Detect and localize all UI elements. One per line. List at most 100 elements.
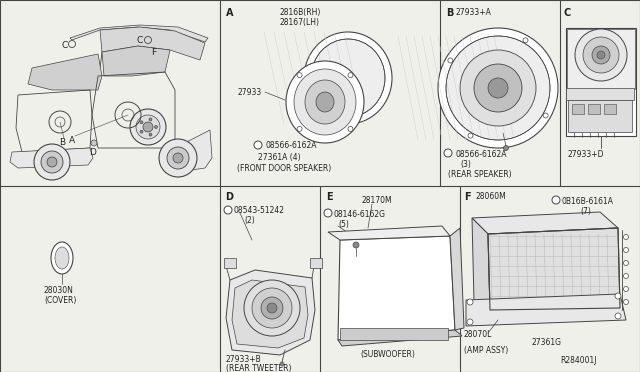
Text: C: C <box>564 8 572 18</box>
Circle shape <box>244 280 300 336</box>
Polygon shape <box>100 27 205 60</box>
Ellipse shape <box>286 61 364 143</box>
Circle shape <box>623 234 628 240</box>
Polygon shape <box>10 148 93 168</box>
Ellipse shape <box>311 39 385 117</box>
Ellipse shape <box>316 92 334 112</box>
Text: C: C <box>137 36 143 45</box>
Circle shape <box>267 303 277 313</box>
Ellipse shape <box>304 32 392 124</box>
Circle shape <box>353 242 359 248</box>
Bar <box>567 29 635 89</box>
Circle shape <box>438 28 558 148</box>
Text: R284001J: R284001J <box>560 356 596 365</box>
Text: F: F <box>464 192 470 202</box>
Circle shape <box>143 122 153 132</box>
Text: S: S <box>554 196 557 202</box>
Text: 28060M: 28060M <box>476 192 507 201</box>
Circle shape <box>583 37 619 73</box>
Text: (7): (7) <box>580 207 591 216</box>
Text: 08566-6162A: 08566-6162A <box>455 150 506 159</box>
Polygon shape <box>102 46 170 76</box>
Text: S: S <box>256 141 260 147</box>
Text: 08543-51242: 08543-51242 <box>234 206 285 215</box>
Circle shape <box>467 319 473 325</box>
Circle shape <box>468 133 473 138</box>
Circle shape <box>552 196 560 204</box>
Polygon shape <box>70 25 208 42</box>
Circle shape <box>149 118 152 121</box>
Circle shape <box>623 260 628 266</box>
Polygon shape <box>8 25 215 175</box>
Circle shape <box>224 206 232 214</box>
Polygon shape <box>338 330 462 346</box>
Circle shape <box>523 38 528 43</box>
Circle shape <box>324 209 332 217</box>
Polygon shape <box>472 212 618 234</box>
Bar <box>340 328 448 340</box>
Text: S: S <box>227 206 230 212</box>
Circle shape <box>623 273 628 279</box>
Circle shape <box>448 58 453 63</box>
Text: A: A <box>69 136 75 145</box>
Polygon shape <box>472 218 490 310</box>
Bar <box>572 104 584 114</box>
Circle shape <box>575 29 627 81</box>
Circle shape <box>615 293 621 299</box>
Ellipse shape <box>51 242 73 274</box>
Text: (FRONT DOOR SPEAKER): (FRONT DOOR SPEAKER) <box>237 164 332 173</box>
Circle shape <box>154 125 157 128</box>
Text: 28030N: 28030N <box>44 286 74 295</box>
Text: (REAR TWEETER): (REAR TWEETER) <box>226 364 291 372</box>
Circle shape <box>297 73 302 78</box>
Text: D: D <box>90 148 97 157</box>
Ellipse shape <box>55 247 69 269</box>
Circle shape <box>140 121 143 124</box>
Circle shape <box>467 299 473 305</box>
Bar <box>588 104 600 114</box>
Circle shape <box>41 151 63 173</box>
Circle shape <box>136 115 160 139</box>
Text: E: E <box>326 192 333 202</box>
Text: 28167(LH): 28167(LH) <box>280 18 320 27</box>
Text: C: C <box>62 41 68 50</box>
Circle shape <box>623 299 628 305</box>
Circle shape <box>615 313 621 319</box>
Text: 28070L: 28070L <box>464 330 492 339</box>
Circle shape <box>446 36 550 140</box>
Polygon shape <box>175 130 212 172</box>
Circle shape <box>91 140 97 146</box>
Circle shape <box>504 145 509 151</box>
Circle shape <box>543 113 548 118</box>
Circle shape <box>460 50 536 126</box>
Circle shape <box>261 297 283 319</box>
Text: 08146-6162G: 08146-6162G <box>334 210 386 219</box>
Circle shape <box>592 46 610 64</box>
Polygon shape <box>232 280 308 348</box>
Text: 27933+B: 27933+B <box>226 355 262 364</box>
Circle shape <box>130 109 166 145</box>
Text: (2): (2) <box>244 216 255 225</box>
Text: 27933+D: 27933+D <box>568 150 605 159</box>
Text: S: S <box>446 150 450 154</box>
Circle shape <box>149 133 152 136</box>
Circle shape <box>297 126 302 131</box>
Text: (3): (3) <box>460 160 471 169</box>
Circle shape <box>173 153 183 163</box>
Polygon shape <box>488 228 620 310</box>
Text: (AMP ASSY): (AMP ASSY) <box>464 346 508 355</box>
Text: 2816B(RH): 2816B(RH) <box>280 8 321 17</box>
Polygon shape <box>338 236 455 340</box>
Circle shape <box>348 73 353 78</box>
Circle shape <box>488 78 508 98</box>
Circle shape <box>444 149 452 157</box>
Circle shape <box>254 141 262 149</box>
Text: 27933+A: 27933+A <box>456 8 492 17</box>
Circle shape <box>167 147 189 169</box>
Text: 27361G: 27361G <box>532 338 562 347</box>
Bar <box>568 100 632 132</box>
Bar <box>310 258 322 268</box>
Polygon shape <box>466 294 626 326</box>
Text: 27933: 27933 <box>238 88 262 97</box>
Circle shape <box>623 247 628 253</box>
